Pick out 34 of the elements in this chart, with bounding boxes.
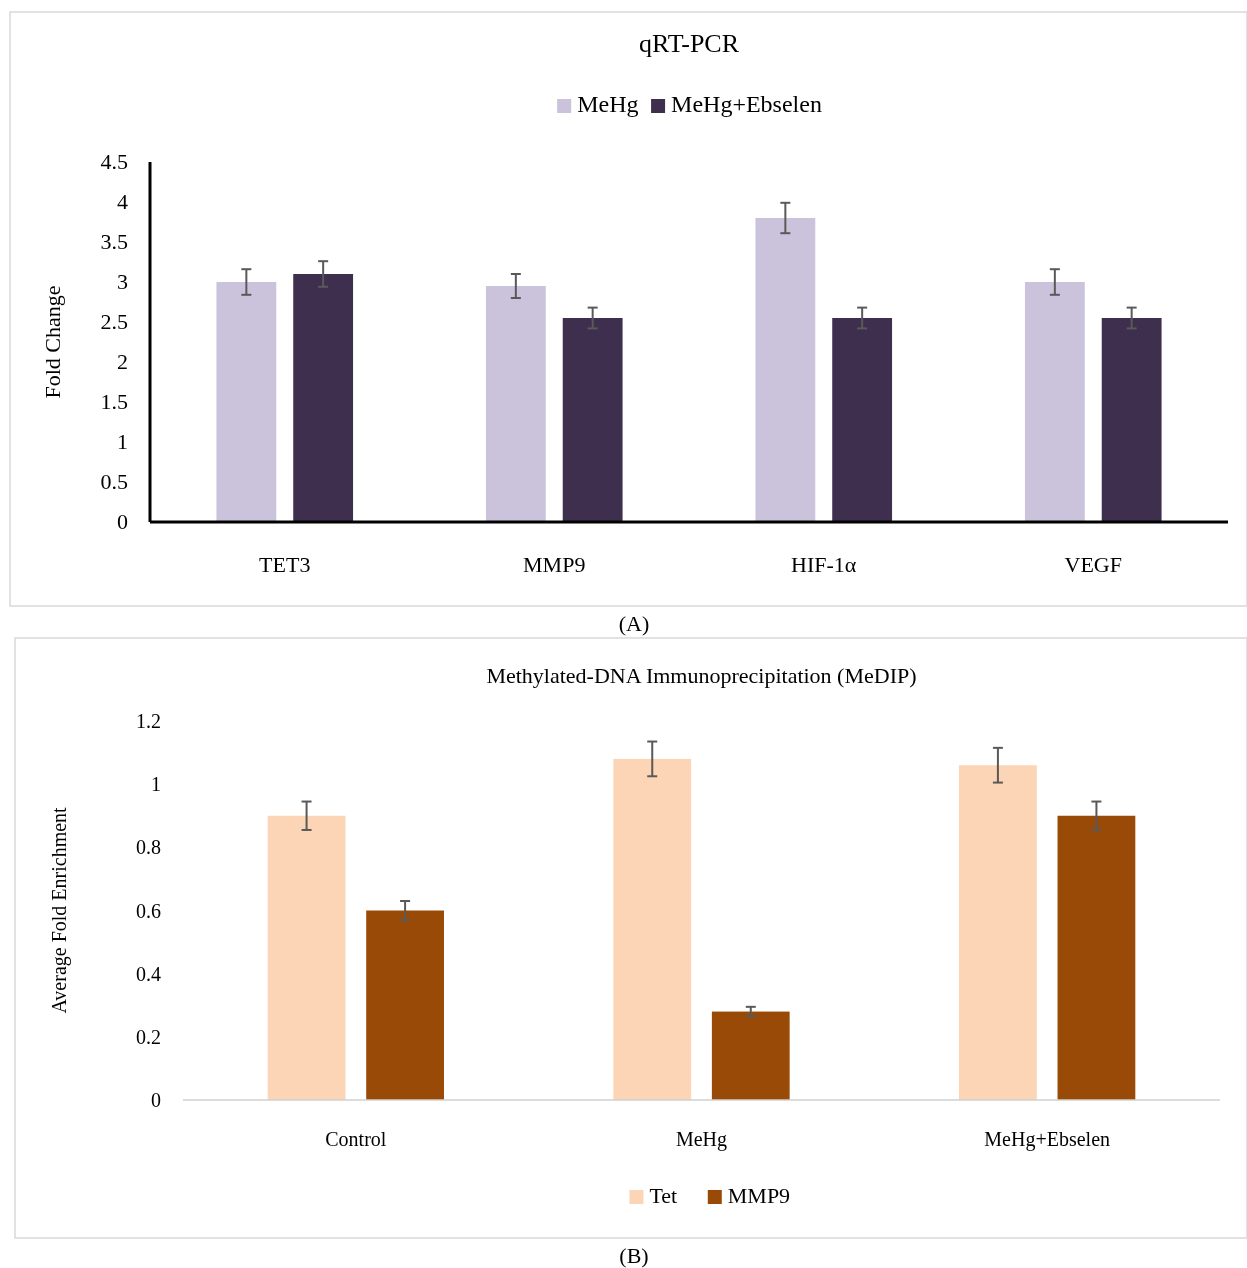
legend-label: MeHg+Ebselen xyxy=(671,91,822,117)
x-tick-label: VEGF xyxy=(1064,552,1122,577)
x-tick-label: TET3 xyxy=(259,552,311,577)
y-tick-label: 3.5 xyxy=(100,229,128,254)
x-tick-label: MeHg+Ebselen xyxy=(984,1128,1111,1151)
y-tick-label: 0.8 xyxy=(136,836,161,859)
y-tick-label: 0.2 xyxy=(136,1025,161,1048)
x-tick-label: MeHg xyxy=(675,1128,728,1151)
y-tick-label: 0 xyxy=(151,1089,161,1111)
chart-title: qRT-PCR xyxy=(638,29,740,58)
legend-label: Tet xyxy=(649,1183,678,1208)
x-tick-label: Control xyxy=(325,1128,387,1150)
y-tick-label: 3 xyxy=(117,269,128,294)
chart-title: Methylated-DNA Immunoprecipitation (MeDIP) xyxy=(486,663,917,688)
text: (B) xyxy=(619,1243,649,1268)
legend-label: MMP9 xyxy=(727,1183,791,1208)
x-tick-label: MMP9 xyxy=(523,552,586,577)
y-tick-label: 2 xyxy=(117,349,128,374)
y-tick-label: 1 xyxy=(117,429,128,454)
y-tick-label: 1.2 xyxy=(136,710,161,732)
y-tick-label: 1 xyxy=(151,773,161,796)
y-tick-label: 4 xyxy=(117,189,128,214)
y-tick-label: 0.4 xyxy=(136,962,161,985)
y-axis-title: Fold Change xyxy=(40,285,65,399)
y-tick-label: 2.5 xyxy=(100,309,128,334)
y-tick-label: 0 xyxy=(117,509,128,534)
text: (A) xyxy=(618,611,650,636)
y-tick-label: 4.5 xyxy=(100,149,128,174)
y-tick-label: 0.6 xyxy=(136,899,161,922)
y-axis-title: Average Fold Enrichment xyxy=(48,806,71,1014)
y-tick-label: 0.5 xyxy=(100,469,128,494)
y-tick-label: 1.5 xyxy=(100,389,128,414)
x-tick-label: HIF-1α xyxy=(791,552,857,577)
legend-label: MeHg xyxy=(577,91,639,117)
